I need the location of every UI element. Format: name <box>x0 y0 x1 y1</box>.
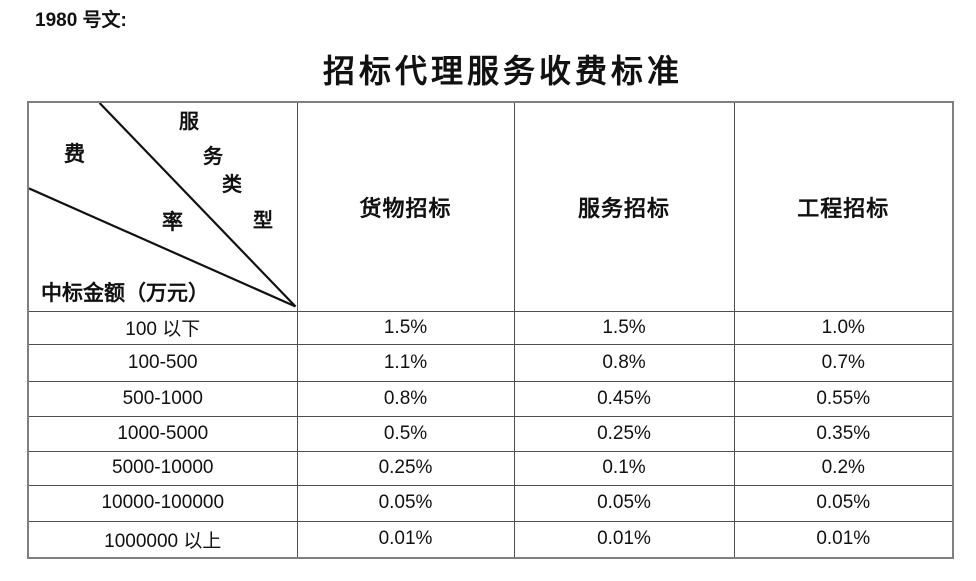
fee-standard-table: 服 务 类 型 费 率 中标金额（万元） 货物招标 服务招标 工程招标 100 … <box>27 101 954 559</box>
table-header-row: 服 务 类 型 费 率 中标金额（万元） 货物招标 服务招标 工程招标 <box>27 101 954 312</box>
rate-cell: 0.35% <box>733 415 954 452</box>
rate-cell: 1.1% <box>296 343 515 382</box>
corner-label-service-type-char: 务 <box>203 146 223 168</box>
column-header-service-tender: 服务招标 <box>513 101 735 312</box>
corner-label-fee-rate-char: 率 <box>162 210 183 234</box>
rate-cell: 0.05% <box>513 484 735 522</box>
corner-label-bid-amount: 中标金额（万元） <box>41 281 209 305</box>
page-title: 招标代理服务收费标准 <box>322 53 683 89</box>
rate-cell: 0.25% <box>513 415 735 452</box>
rate-cell: 0.7% <box>733 343 954 382</box>
rate-cell: 1.5% <box>296 310 515 345</box>
rate-cell: 0.1% <box>513 450 735 486</box>
corner-label-service-type-char: 服 <box>179 111 199 133</box>
table-row: 1000-5000 0.5% 0.25% 0.35% <box>27 415 954 452</box>
table-row: 10000-100000 0.05% 0.05% 0.05% <box>27 484 954 522</box>
table-row: 1000000 以上 0.01% 0.01% 0.01% <box>27 520 954 559</box>
amount-range-cell: 100 以下 <box>27 310 298 345</box>
rate-cell: 0.8% <box>296 380 515 417</box>
amount-range-cell: 500-1000 <box>27 380 298 417</box>
rate-cell: 1.0% <box>733 310 954 345</box>
corner-label-service-type-char: 类 <box>222 174 242 196</box>
rate-cell: 0.25% <box>296 450 515 486</box>
table-row: 100-500 1.1% 0.8% 0.7% <box>27 343 954 382</box>
rate-cell: 0.01% <box>513 520 735 559</box>
rate-cell: 0.8% <box>513 343 735 382</box>
diagonal-corner-cell: 服 务 类 型 费 率 中标金额（万元） <box>27 101 298 312</box>
amount-range-cell: 1000000 以上 <box>27 520 298 559</box>
corner-label-fee-rate-char: 费 <box>64 142 85 166</box>
rate-cell: 0.45% <box>513 380 735 417</box>
rate-cell: 0.05% <box>733 484 954 522</box>
rate-cell: 0.01% <box>296 520 515 559</box>
diagonal-divider-lines <box>29 103 296 308</box>
amount-range-cell: 1000-5000 <box>27 415 298 452</box>
column-header-goods-tender: 货物招标 <box>296 101 515 312</box>
amount-range-cell: 100-500 <box>27 343 298 382</box>
amount-range-cell: 5000-10000 <box>27 450 298 486</box>
corner-label-service-type-char: 型 <box>253 210 273 232</box>
table-row: 500-1000 0.8% 0.45% 0.55% <box>27 380 954 417</box>
table-row: 5000-10000 0.25% 0.1% 0.2% <box>27 450 954 486</box>
column-header-engineering-tender: 工程招标 <box>733 101 954 312</box>
doc-reference-number: 1980 号文: <box>35 10 127 31</box>
rate-cell: 0.01% <box>733 520 954 559</box>
rate-cell: 0.2% <box>733 450 954 486</box>
rate-cell: 1.5% <box>513 310 735 345</box>
rate-cell: 0.55% <box>733 380 954 417</box>
rate-cell: 0.05% <box>296 484 515 522</box>
table-row: 100 以下 1.5% 1.5% 1.0% <box>27 310 954 345</box>
amount-range-cell: 10000-100000 <box>27 484 298 522</box>
rate-cell: 0.5% <box>296 415 515 452</box>
